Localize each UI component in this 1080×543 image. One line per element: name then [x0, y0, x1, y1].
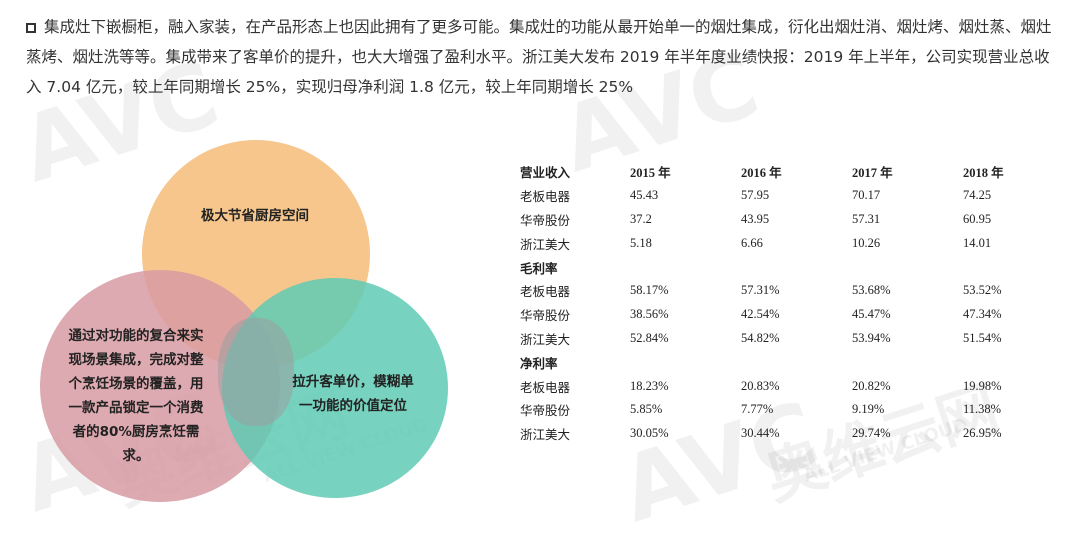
table-cell: 5.18	[630, 235, 652, 250]
table-row: 浙江美大 30.05% 30.44% 29.74% 26.95%	[520, 422, 1043, 446]
table-header-cell: 2016 年	[741, 166, 782, 181]
table-header-cell: 营业收入	[520, 166, 571, 181]
table-cell: 26.95%	[963, 426, 1002, 441]
table-empty-cell	[741, 255, 852, 279]
table-cell: 浙江美大	[520, 428, 571, 443]
table-cell: 53.52%	[963, 283, 1002, 298]
table-cell: 57.31	[852, 211, 881, 226]
table-row: 浙江美大 52.84% 54.82% 53.94% 51.54%	[520, 327, 1043, 351]
table-cell: 7.77%	[741, 402, 774, 417]
table-row: 老板电器 58.17% 57.31% 53.68% 53.52%	[520, 279, 1043, 303]
table-row: 华帝股份 5.85% 7.77% 9.19% 11.38%	[520, 398, 1043, 422]
table-cell: 11.38%	[963, 402, 1002, 417]
table-cell: 9.19%	[852, 402, 885, 417]
table-row: 浙江美大 5.18 6.66 10.26 14.01	[520, 231, 1043, 255]
square-bullet-icon	[26, 23, 36, 33]
table-empty-cell	[963, 255, 1043, 279]
table-cell: 老板电器	[520, 190, 571, 205]
table-cell: 60.95	[963, 211, 992, 226]
table-cell: 30.44%	[741, 426, 780, 441]
table-cell: 浙江美大	[520, 237, 571, 252]
table-section-title-net-margin: 净利率	[520, 356, 558, 371]
table-header-cell: 2015 年	[630, 166, 671, 181]
table-cell: 53.94%	[852, 330, 891, 345]
table-cell: 华帝股份	[520, 309, 571, 324]
table-cell: 43.95	[741, 211, 770, 226]
table-empty-cell	[630, 350, 741, 374]
venn-label-top: 极大节省厨房空间	[201, 208, 309, 224]
table-cell: 14.01	[963, 235, 992, 250]
table-cell: 42.54%	[741, 307, 780, 322]
table-cell: 38.56%	[630, 307, 669, 322]
intro-paragraph: 集成灶下嵌橱柜，融入家装，在产品形态上也因此拥有了更多可能。集成灶的功能从最开始…	[26, 12, 1061, 102]
table-cell: 19.98%	[963, 378, 1002, 393]
table-section-row: 净利率	[520, 350, 1043, 374]
table-cell: 51.54%	[963, 330, 1002, 345]
table-cell: 18.23%	[630, 378, 669, 393]
table-section-title-gross-margin: 毛利率	[520, 261, 558, 276]
table-cell: 20.83%	[741, 378, 780, 393]
table-row: 华帝股份 37.2 43.95 57.31 60.95	[520, 208, 1043, 232]
table-cell: 37.2	[630, 211, 652, 226]
table-empty-cell	[852, 255, 963, 279]
table-cell: 54.82%	[741, 330, 780, 345]
venn-label-left: 通过对功能的复合来实现场景集成，完成对整个烹饪场景的覆盖，用一款产品锁定一个消费…	[68, 328, 204, 464]
table-section-row: 毛利率	[520, 255, 1043, 279]
intro-paragraph-text: 集成灶下嵌橱柜，融入家装，在产品形态上也因此拥有了更多可能。集成灶的功能从最开始…	[26, 18, 1052, 96]
table-empty-cell	[963, 350, 1043, 374]
table-row: 华帝股份 38.56% 42.54% 45.47% 47.34%	[520, 303, 1043, 327]
table-cell: 30.05%	[630, 426, 669, 441]
venn-center-overlap	[218, 318, 294, 426]
table-header-row: 营业收入 2015 年 2016 年 2017 年 2018 年	[520, 160, 1043, 184]
table-header-cell: 2018 年	[963, 166, 1004, 181]
table-row: 老板电器 18.23% 20.83% 20.82% 19.98%	[520, 374, 1043, 398]
table-cell: 5.85%	[630, 402, 663, 417]
table-row: 老板电器 45.43 57.95 70.17 74.25	[520, 184, 1043, 208]
table-cell: 老板电器	[520, 380, 571, 395]
table-cell: 浙江美大	[520, 332, 571, 347]
table-cell: 6.66	[741, 235, 763, 250]
table-cell: 华帝股份	[520, 213, 571, 228]
table-cell: 29.74%	[852, 426, 891, 441]
table-cell: 10.26	[852, 235, 881, 250]
table-cell: 70.17	[852, 188, 881, 203]
table-cell: 74.25	[963, 188, 992, 203]
table-cell: 53.68%	[852, 283, 891, 298]
table-cell: 20.82%	[852, 378, 891, 393]
table-cell: 58.17%	[630, 283, 669, 298]
table-cell: 52.84%	[630, 330, 669, 345]
venn-diagram: 极大节省厨房空间 通过对功能的复合来实现场景集成，完成对整个烹饪场景的覆盖，用一…	[40, 140, 480, 505]
table-cell: 老板电器	[520, 285, 571, 300]
table-cell: 华帝股份	[520, 404, 571, 419]
table-empty-cell	[630, 255, 741, 279]
table-header-cell: 2017 年	[852, 166, 893, 181]
table-empty-cell	[741, 350, 852, 374]
table-cell: 45.47%	[852, 307, 891, 322]
venn-label-right: 拉升客单价，模糊单一功能的价值定位	[292, 374, 414, 414]
table-empty-cell	[852, 350, 963, 374]
financial-table: 营业收入 2015 年 2016 年 2017 年 2018 年 老板电器 45…	[520, 160, 1043, 446]
table-cell: 57.95	[741, 188, 770, 203]
table-cell: 57.31%	[741, 283, 780, 298]
table-cell: 45.43	[630, 188, 659, 203]
table-cell: 47.34%	[963, 307, 1002, 322]
